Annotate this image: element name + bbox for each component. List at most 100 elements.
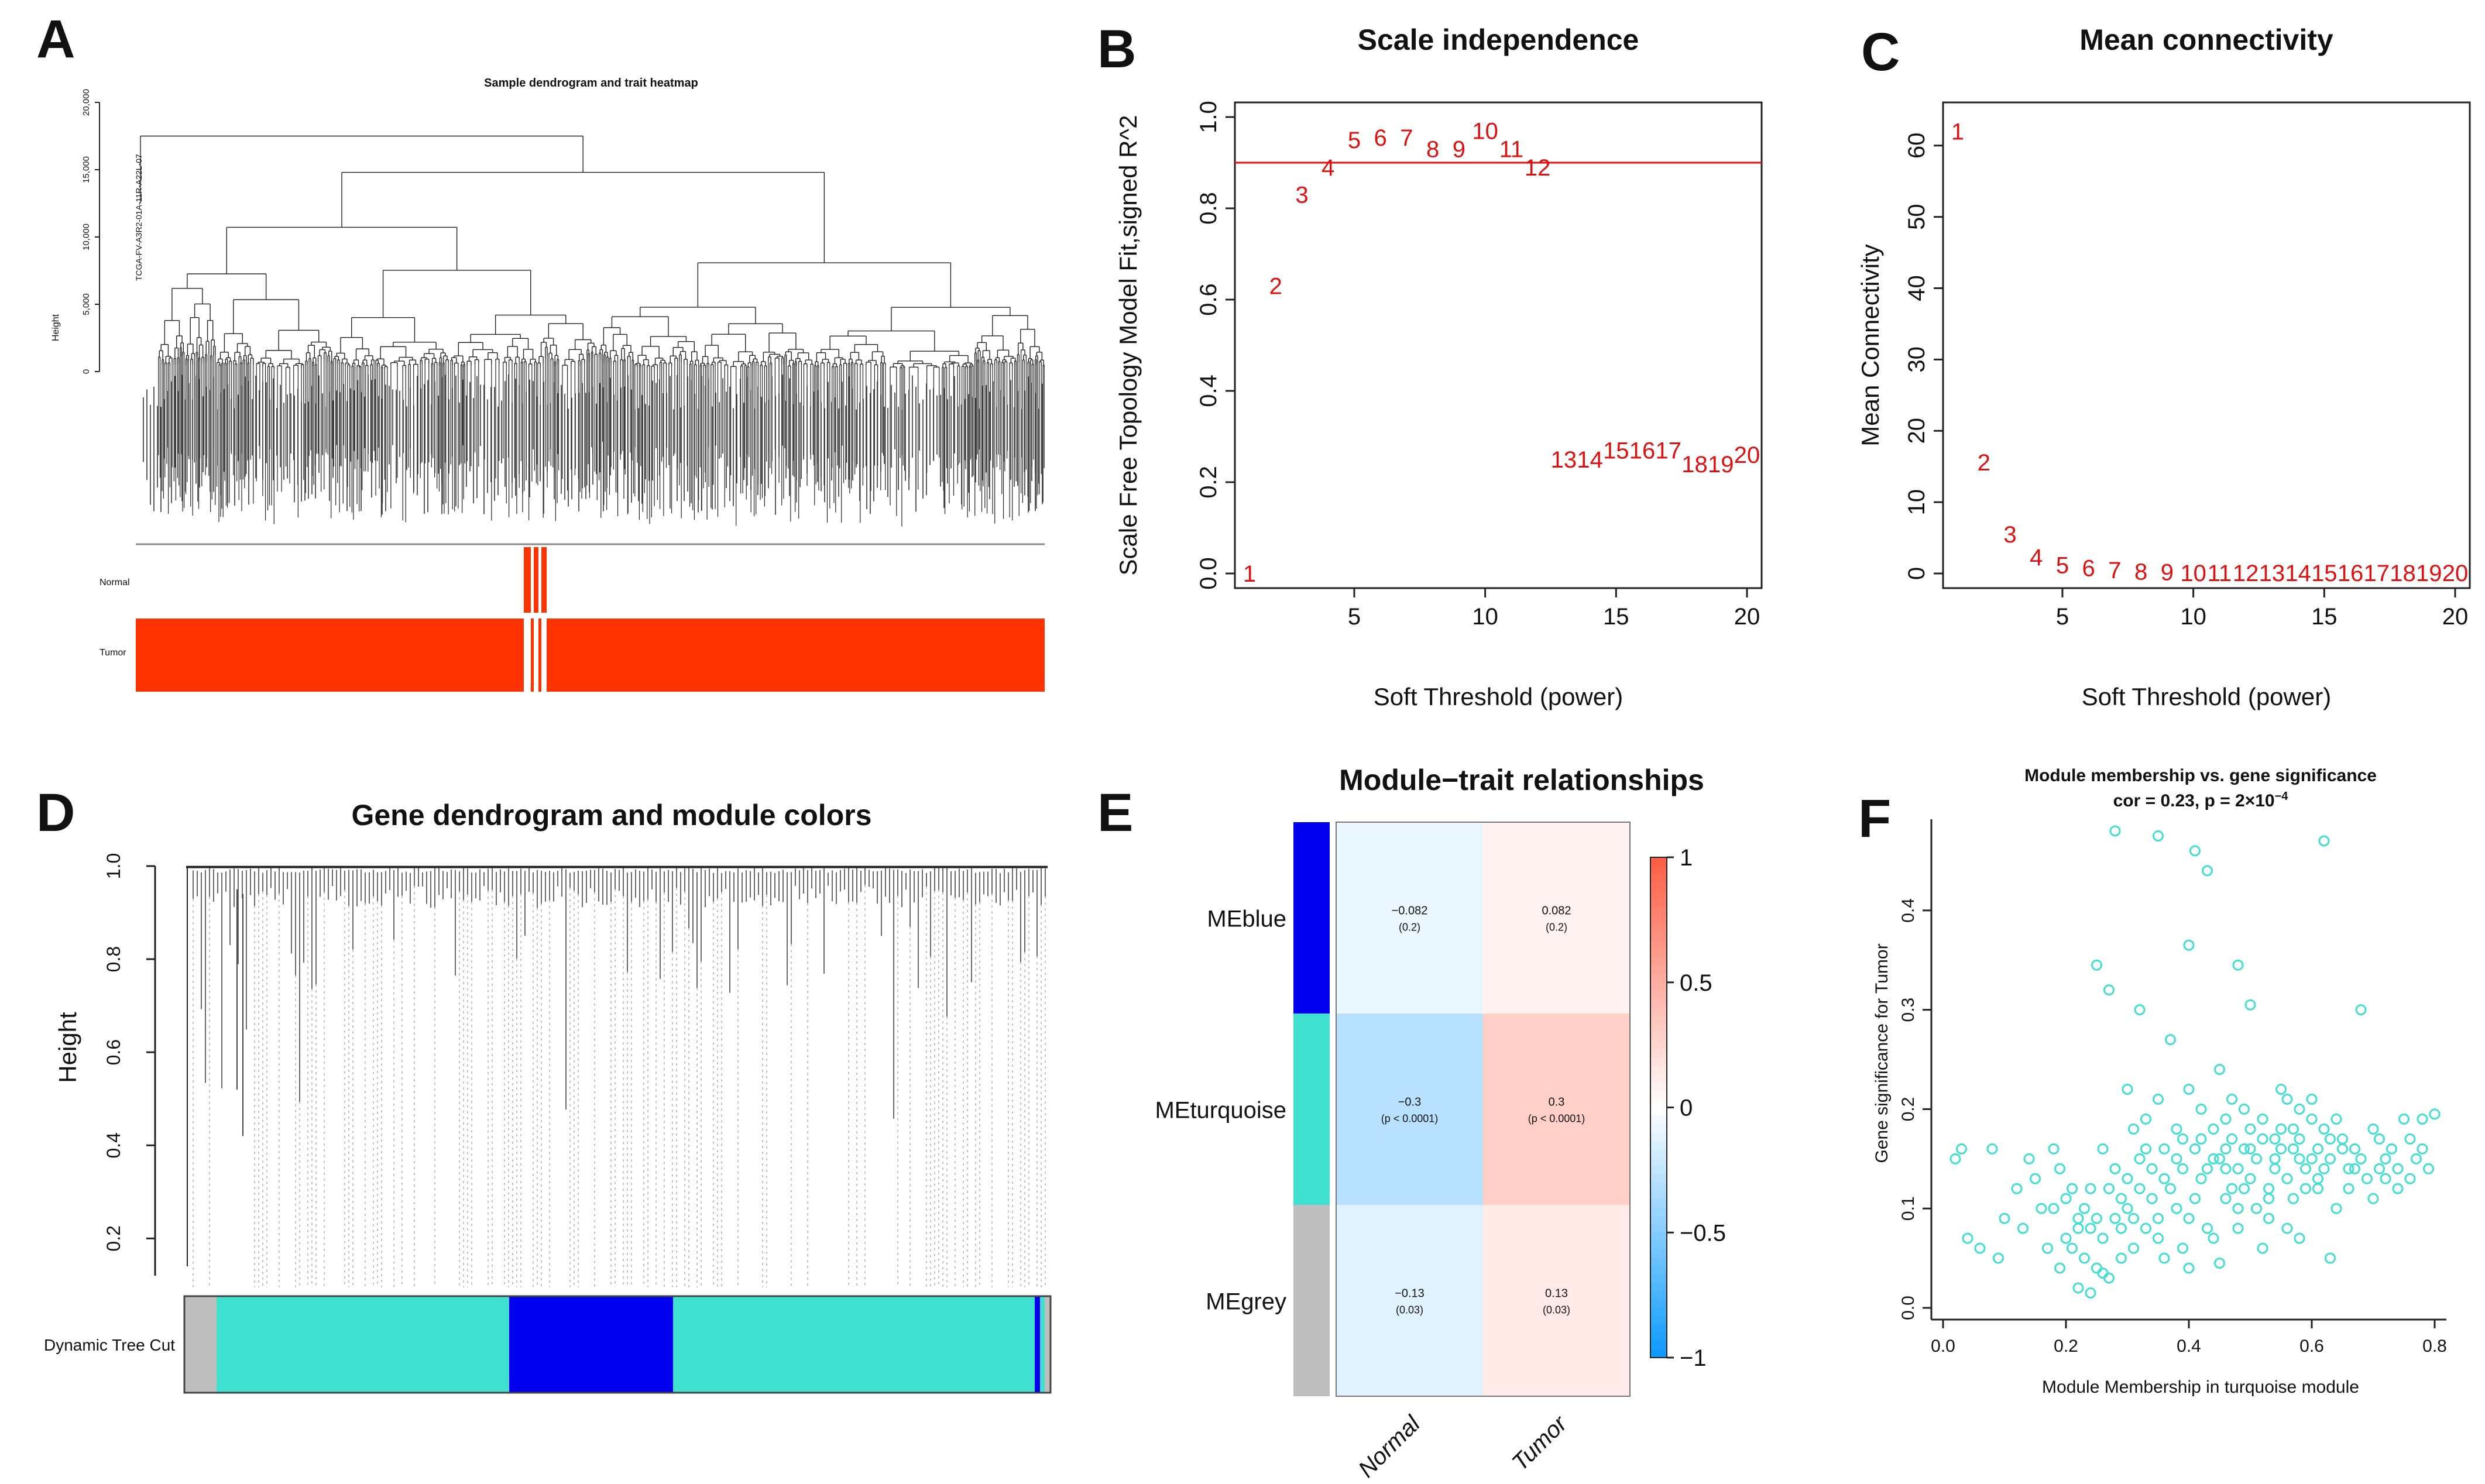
panel-a-yticks: 0 5,000 10,000 15,000 20,000	[81, 89, 99, 374]
panel-f-gene-point	[1962, 1232, 1973, 1244]
panel-c: C Mean connectivity 5 10 15 20 010203040506…	[1856, 22, 2471, 710]
panel-f-gene-point	[2300, 1183, 2311, 1194]
b-power-label: 4	[1322, 155, 1334, 181]
b-power-label: 16	[1629, 438, 1656, 463]
panel-f-gene-point	[2097, 1232, 2109, 1244]
panel-d: D Gene dendrogram and module colors 0.20…	[36, 783, 1052, 1394]
panel-f-gene-point	[2103, 984, 2115, 996]
legend-tick-label: −0.5	[1680, 1220, 1726, 1246]
panel-f-gene-point	[2392, 1183, 2404, 1194]
panel-f-gene-point	[2281, 1093, 2293, 1105]
panel-a-sample-dendrogram	[140, 135, 1045, 527]
panel-f-gene-point	[2097, 1267, 2109, 1279]
panel-f-gene-point	[2239, 1103, 2250, 1115]
panel-f-gene-point	[2030, 1173, 2041, 1184]
panel-f-gene-point	[1956, 1143, 1967, 1155]
legend-gradient-step	[1650, 991, 1667, 1000]
panel-f-gene-point	[2367, 1123, 2379, 1135]
panel-f-gene-point	[2306, 1153, 2318, 1164]
panel-f-gene-point	[2404, 1133, 2416, 1145]
panel-f-gene-point	[2429, 1108, 2441, 1120]
panel-d-ytick-label: 0.4	[103, 1132, 124, 1158]
c-ytick-label: 0	[1904, 567, 1930, 580]
panel-f-gene-point	[2343, 1163, 2354, 1174]
legend-gradient-step	[1650, 1191, 1667, 1200]
panel-f-gene-point	[2226, 1183, 2237, 1194]
legend-gradient-step	[1650, 1091, 1667, 1100]
panel-f-gene-point	[2183, 1083, 2195, 1095]
c-power-label: 8	[2134, 559, 2147, 585]
panel-f-gene-point	[2128, 1123, 2139, 1135]
panel-f-gene-point	[2214, 1153, 2225, 1164]
panel-f-gene-point	[2128, 1212, 2139, 1224]
panel-f-gene-point	[2411, 1153, 2422, 1164]
panel-b-xlabel: Soft Threshold (power)	[1374, 683, 1623, 710]
legend-gradient-step	[1650, 924, 1667, 933]
panel-f-xtick-label: 0.4	[2177, 1337, 2201, 1356]
panel-e-color-legend: 1 0.5 0 −0.5 −1	[1650, 845, 1726, 1371]
panel-c-title: Mean connectivity	[2079, 23, 2333, 56]
panel-f-gene-point	[2067, 1183, 2078, 1194]
c-power-label: 14	[2285, 561, 2311, 586]
panel-f-gene-point	[2374, 1163, 2385, 1174]
legend-tick-label: −1	[1680, 1345, 1707, 1371]
panel-f-gene-point	[2171, 1203, 2182, 1214]
legend-gradient-step	[1650, 1215, 1667, 1225]
panel-f-gene-point	[2392, 1163, 2404, 1174]
panel-f-gene-point	[2122, 1083, 2133, 1095]
legend-gradient-step	[1650, 857, 1667, 867]
panel-f-gene-point	[2134, 1004, 2146, 1016]
legend-gradient-step	[1650, 882, 1667, 891]
panel-label-c: C	[1861, 22, 1900, 82]
panel-f-yticks: 0.0 0.1 0.2 0.3 0.4	[1899, 898, 1931, 1320]
b-power-label: 19	[1708, 452, 1734, 478]
panel-f-gene-point	[2355, 1004, 2367, 1016]
legend-gradient-step	[1650, 1166, 1667, 1175]
b-xtick-label: 20	[1734, 604, 1760, 630]
panel-f-gene-point	[2109, 1163, 2121, 1174]
legend-gradient-step	[1650, 907, 1667, 916]
panel-f-gene-point	[2208, 1232, 2219, 1244]
panel-f-gene-point	[2220, 1163, 2232, 1174]
panel-f-gene-point	[2398, 1113, 2410, 1125]
panel-f-gene-point	[2275, 1083, 2287, 1095]
panel-f-gene-point	[1993, 1252, 2004, 1264]
panel-f-gene-point	[2079, 1203, 2090, 1214]
panel-f-gene-point	[2269, 1163, 2281, 1174]
panel-f-gene-point	[2281, 1173, 2293, 1184]
panel-f-gene-point	[2109, 1212, 2121, 1224]
panel-label-a: A	[36, 9, 75, 69]
panel-f-gene-point	[2072, 1222, 2084, 1234]
panel-f-gene-point	[2417, 1113, 2428, 1125]
panel-f-gene-point	[2288, 1123, 2299, 1135]
panel-f-gene-point	[2146, 1163, 2158, 1174]
heatmap-cell-pvalue: (p < 0.0001)	[1528, 1113, 1585, 1125]
b-ytick-label: 0.8	[1196, 192, 1221, 225]
b-power-label: 6	[1374, 125, 1387, 151]
b-power-label: 7	[1400, 125, 1413, 151]
b-ytick-label: 0.6	[1196, 283, 1221, 316]
panel-f-gene-point	[2116, 1222, 2127, 1234]
c-power-label: 3	[2003, 522, 2016, 548]
panel-f-gene-point	[2220, 1143, 2232, 1155]
legend-gradient-step	[1650, 1040, 1667, 1050]
heatmap-cell-pvalue: (0.03)	[1396, 1304, 1423, 1316]
legend-gradient-step	[1650, 999, 1667, 1008]
panel-f-gene-point	[2195, 1103, 2207, 1115]
panel-f-gene-point	[2122, 1203, 2133, 1214]
heatmap-cell	[1336, 1014, 1483, 1205]
panel-f-gene-point	[2232, 1222, 2244, 1234]
panel-f-gene-point	[2263, 1183, 2274, 1194]
heatmap-cell	[1336, 822, 1483, 1014]
panel-d-ylabel: Height	[54, 1012, 81, 1083]
legend-gradient-step	[1650, 1124, 1667, 1133]
panel-f-gene-point	[2134, 1183, 2146, 1194]
panel-f-gene-point	[2091, 1212, 2102, 1224]
panel-f-ytick-label: 0.0	[1899, 1296, 1918, 1320]
panel-f-gene-point	[2281, 1222, 2293, 1234]
panel-f-gene-point	[2330, 1113, 2342, 1125]
b-power-label: 3	[1295, 183, 1308, 208]
panel-f-gene-point	[2294, 1153, 2305, 1164]
panel-f-gene-point	[2269, 1133, 2281, 1145]
c-power-label: 19	[2416, 561, 2442, 586]
